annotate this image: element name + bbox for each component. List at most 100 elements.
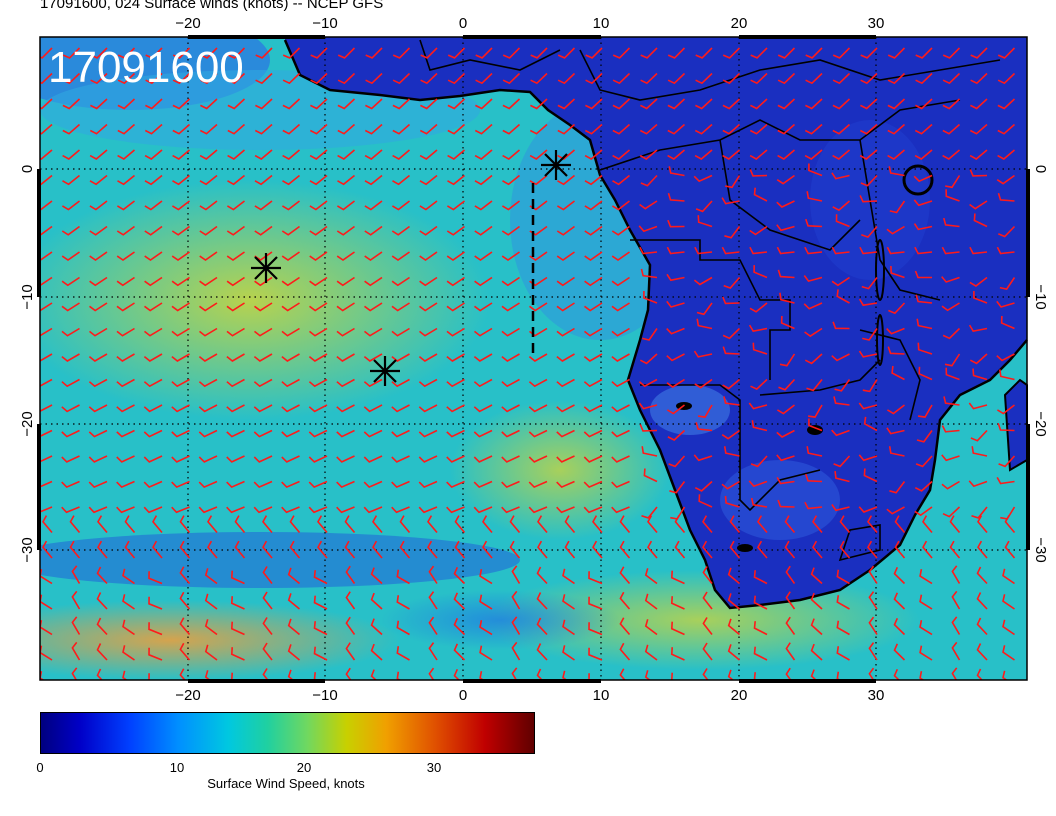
wind-barb bbox=[391, 302, 410, 312]
wind-barb bbox=[482, 540, 493, 559]
map-title: 17091600, 024 Surface winds (knots) -- N… bbox=[40, 0, 384, 12]
wind-barb bbox=[428, 591, 438, 610]
wind-barb bbox=[511, 616, 521, 635]
wind-barb bbox=[886, 327, 905, 335]
wind-barb bbox=[364, 123, 383, 135]
wind-barb bbox=[913, 174, 933, 183]
wind-barb bbox=[748, 480, 768, 488]
wind-barb bbox=[727, 567, 741, 585]
axis-bars bbox=[37, 35, 1030, 683]
wind-barb bbox=[116, 353, 135, 362]
wind-barb bbox=[419, 276, 438, 287]
wind-barb bbox=[832, 200, 851, 212]
wind-barb bbox=[941, 454, 960, 462]
wind-barb bbox=[428, 667, 435, 680]
wind-barb bbox=[336, 200, 355, 211]
wind-barb bbox=[973, 213, 988, 228]
wind-barb bbox=[227, 123, 246, 135]
wind-barb bbox=[453, 617, 466, 636]
wind-barb bbox=[281, 251, 300, 261]
wind-barb bbox=[89, 276, 108, 287]
wind-barb bbox=[556, 429, 575, 438]
wind-barb bbox=[199, 276, 218, 287]
wind-barb bbox=[1002, 645, 1015, 661]
wind-barb bbox=[391, 480, 410, 489]
wind-barb bbox=[976, 668, 983, 680]
wind-barb bbox=[172, 149, 191, 160]
wind-barb bbox=[804, 149, 823, 160]
wind-barb bbox=[996, 300, 1015, 308]
wind-barb bbox=[122, 568, 135, 585]
wind-barb bbox=[337, 98, 356, 110]
wind-barb bbox=[806, 446, 823, 457]
wind-barb bbox=[391, 378, 410, 388]
wind-barb bbox=[282, 149, 301, 160]
wind-barb bbox=[667, 429, 686, 441]
wind-barb bbox=[696, 302, 713, 316]
wind-barb bbox=[143, 480, 163, 489]
wind-barb bbox=[697, 404, 713, 418]
wind-barb bbox=[365, 98, 383, 110]
wind-barb bbox=[391, 429, 410, 438]
wind-barb bbox=[970, 72, 988, 85]
wind-barb bbox=[951, 616, 961, 635]
wind-barb bbox=[832, 321, 850, 330]
wind-barb bbox=[399, 515, 411, 534]
wind-barb bbox=[392, 47, 411, 59]
wind-barb bbox=[894, 515, 906, 534]
wind-barb bbox=[370, 669, 378, 680]
wind-barb bbox=[583, 506, 603, 514]
wind-barb bbox=[71, 641, 81, 661]
wind-barb bbox=[447, 72, 466, 85]
wind-barb bbox=[309, 225, 328, 236]
wind-barb bbox=[313, 646, 328, 661]
wind-barb bbox=[309, 123, 328, 135]
wind-barb bbox=[643, 291, 658, 304]
wind-barb bbox=[419, 302, 438, 312]
wind-barb bbox=[61, 225, 80, 236]
wind-barb bbox=[40, 378, 53, 387]
wind-barb bbox=[611, 251, 630, 261]
wind-barb bbox=[479, 620, 493, 636]
wind-barb bbox=[666, 327, 685, 335]
wind-barb bbox=[226, 276, 245, 287]
wind-barb bbox=[172, 72, 191, 85]
wind-barb bbox=[145, 72, 163, 85]
wind-barb bbox=[428, 616, 438, 635]
wind-barb bbox=[804, 123, 823, 135]
wind-barb bbox=[40, 506, 53, 513]
wind-barb bbox=[61, 353, 80, 362]
wind-barb bbox=[556, 404, 575, 413]
wind-barb bbox=[753, 621, 768, 636]
wind-barb bbox=[199, 149, 218, 160]
wind-barb bbox=[727, 669, 735, 680]
wind-barb bbox=[501, 225, 520, 236]
wind-barb bbox=[89, 149, 108, 160]
wind-barb bbox=[810, 618, 823, 636]
wind-barb bbox=[861, 225, 878, 239]
wind-barb bbox=[396, 646, 410, 661]
wind-barb bbox=[810, 643, 823, 661]
wind-barb bbox=[336, 276, 355, 287]
wind-barb bbox=[207, 540, 218, 559]
wind-barb bbox=[611, 378, 630, 388]
wind-barb bbox=[117, 98, 136, 110]
wind-barb bbox=[89, 327, 108, 337]
wind-barb bbox=[90, 47, 108, 59]
wind-barb bbox=[969, 123, 988, 135]
wind-barb bbox=[391, 327, 410, 337]
wind-barb bbox=[915, 455, 933, 468]
wind-barb bbox=[446, 455, 465, 463]
wind-barb bbox=[282, 174, 301, 186]
wind-barb bbox=[997, 98, 1016, 110]
wind-barb bbox=[253, 506, 273, 514]
wind-barb bbox=[253, 404, 273, 413]
wind-barb bbox=[254, 174, 273, 186]
wind-barb bbox=[670, 596, 685, 610]
wind-barb bbox=[89, 123, 108, 135]
wind-barb bbox=[969, 276, 988, 287]
wind-barb bbox=[968, 324, 988, 332]
wind-barb bbox=[391, 455, 410, 463]
wind-barb bbox=[784, 515, 796, 534]
wind-barb bbox=[776, 454, 795, 462]
